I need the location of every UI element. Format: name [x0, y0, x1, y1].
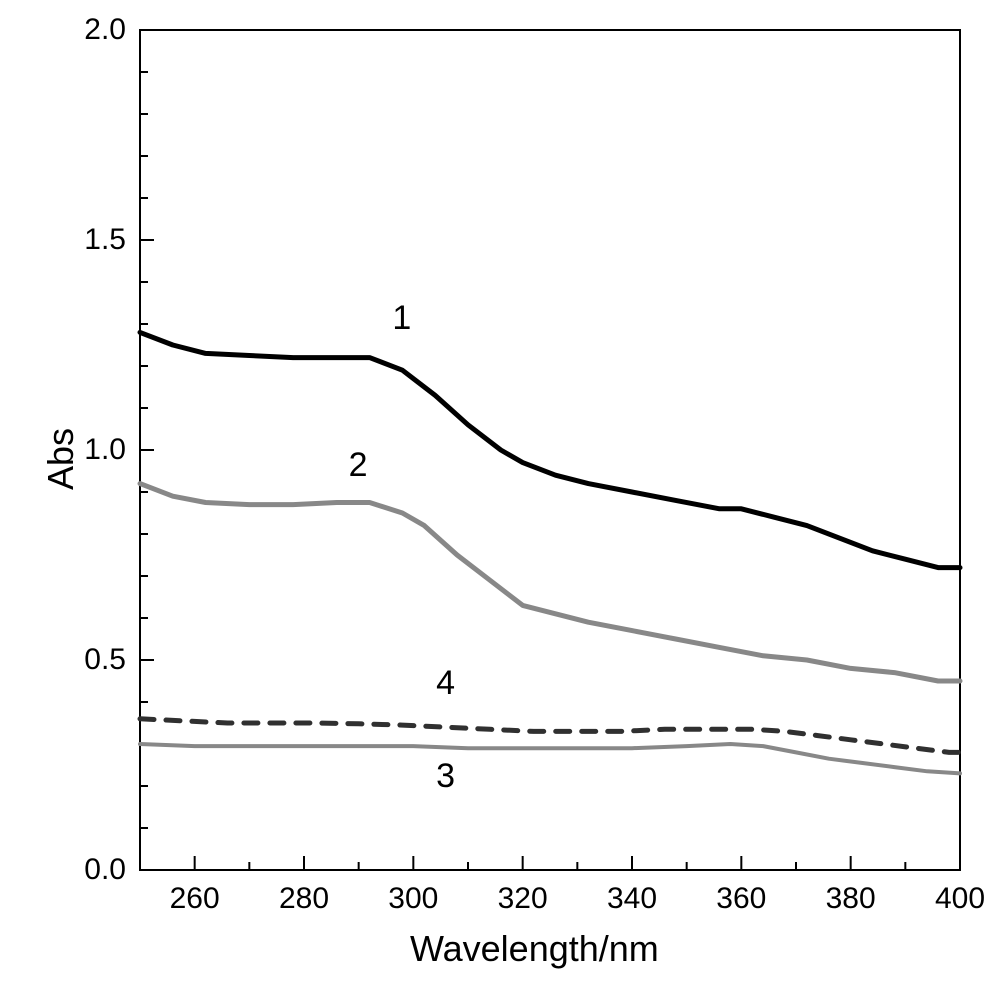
series-line-s2	[140, 484, 960, 681]
y-tick-label: 0.5	[84, 643, 126, 677]
absorbance-line-chart: Abs Wavelength/nm 260 280 300 320 340 360 380 4…	[0, 0, 989, 1000]
y-tick-label: 1.0	[84, 433, 126, 467]
y-tick-label: 2.0	[84, 13, 126, 47]
series-label-s1: 1	[392, 299, 411, 338]
series-label-s4: 4	[436, 664, 455, 703]
x-tick-label: 280	[274, 882, 334, 916]
series-line-s1	[140, 332, 960, 567]
y-tick-label: 1.5	[84, 223, 126, 257]
chart-svg	[0, 0, 989, 1000]
x-tick-label: 260	[165, 882, 225, 916]
y-axis-label: Abs	[40, 428, 82, 490]
x-tick-label: 340	[602, 882, 662, 916]
y-tick-label: 0.0	[84, 853, 126, 887]
x-tick-label: 380	[821, 882, 881, 916]
x-tick-label: 360	[711, 882, 771, 916]
series-label-s3: 3	[436, 757, 455, 796]
series-line-s3	[140, 744, 960, 773]
series-label-s2: 2	[349, 446, 368, 485]
x-tick-label: 300	[383, 882, 443, 916]
x-tick-label: 320	[493, 882, 553, 916]
x-tick-label: 400	[930, 882, 989, 916]
x-axis-label: Wavelength/nm	[410, 928, 659, 970]
